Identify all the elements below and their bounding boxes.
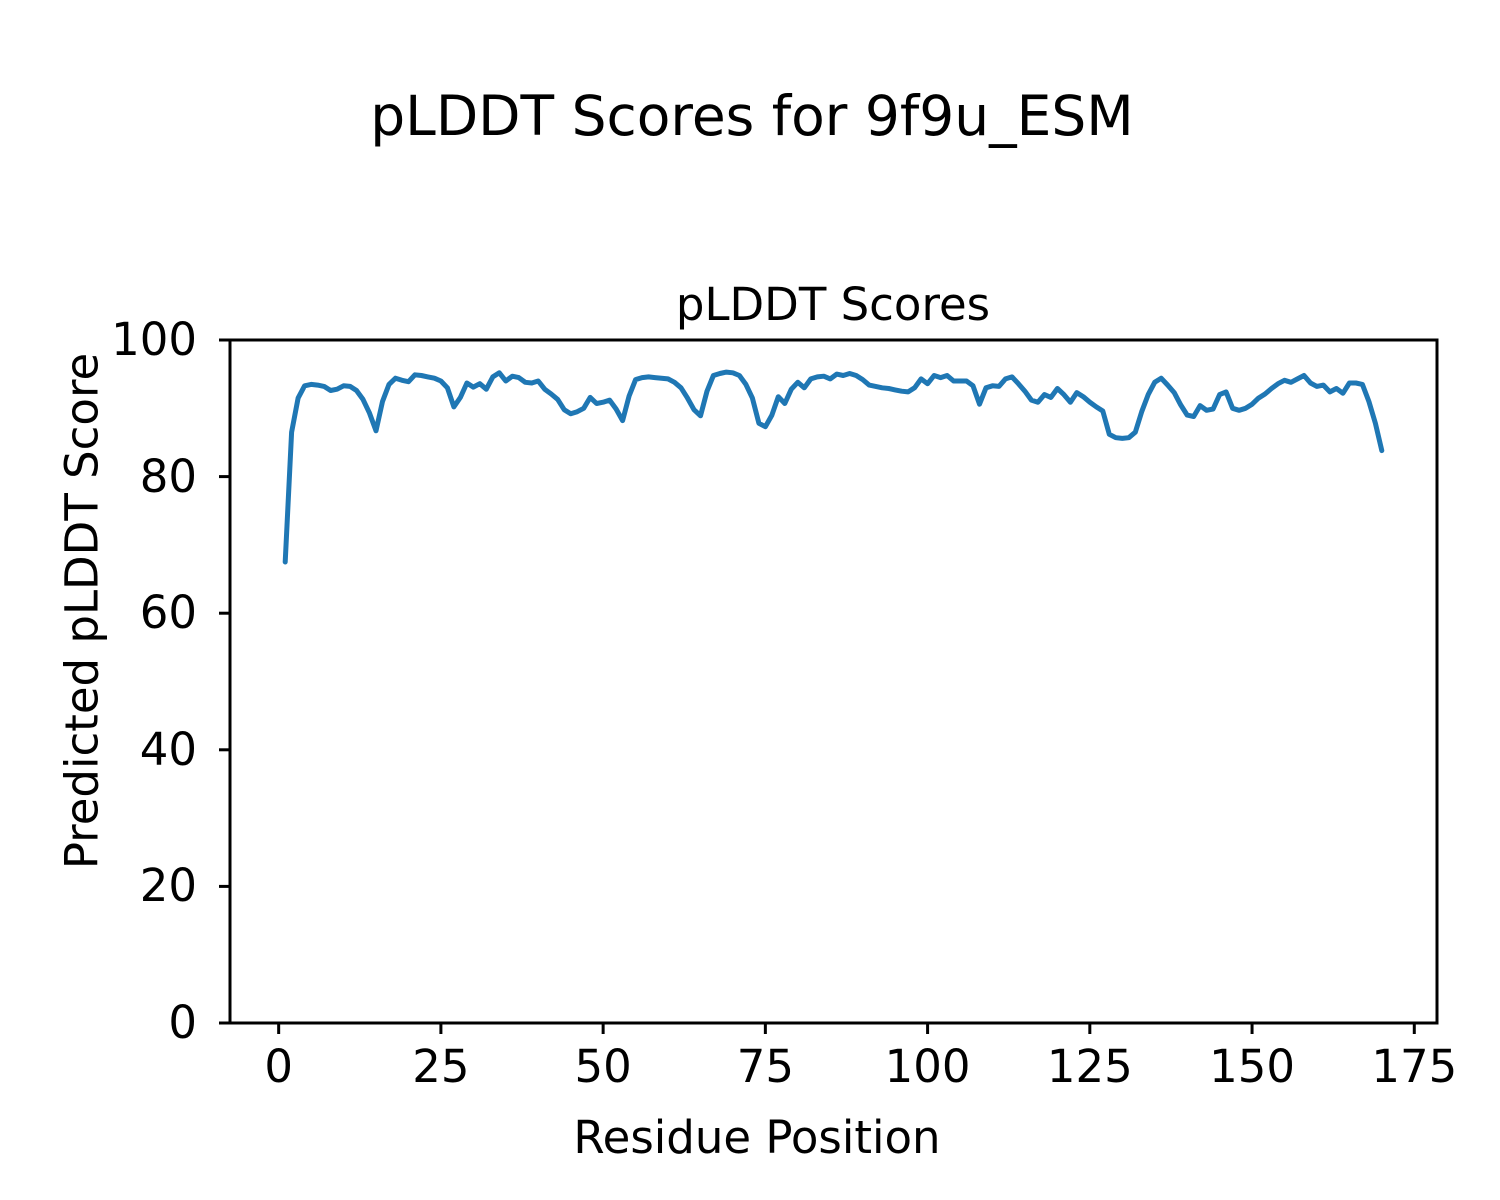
x-tick-label: 75 [736, 1040, 794, 1093]
y-tick-label: 0 [168, 996, 197, 1049]
y-tick-label: 40 [139, 722, 197, 776]
x-tick-label: 25 [412, 1040, 470, 1093]
x-tick-label: 50 [574, 1040, 632, 1093]
x-tick-label: 150 [1209, 1040, 1295, 1093]
x-tick-label: 100 [884, 1040, 971, 1093]
y-tick-label: 80 [139, 449, 197, 503]
y-axis-label: Predicted pLDDT Score [55, 352, 109, 870]
y-tick-label: 60 [139, 586, 197, 640]
x-tick-label: 0 [264, 1040, 293, 1093]
x-tick-label: 175 [1371, 1040, 1458, 1093]
x-tick-label: 125 [1046, 1040, 1133, 1093]
y-tick-label: 100 [111, 313, 197, 366]
y-tick-label: 20 [139, 859, 197, 913]
figure-suptitle: pLDDT Scores for 9f9u_ESM [370, 84, 1134, 148]
axes-title: pLDDT Scores [675, 278, 991, 331]
x-axis-label: Residue Position [573, 1111, 941, 1164]
axes-spines [228, 338, 1439, 1025]
plddt-line [282, 369, 1385, 565]
